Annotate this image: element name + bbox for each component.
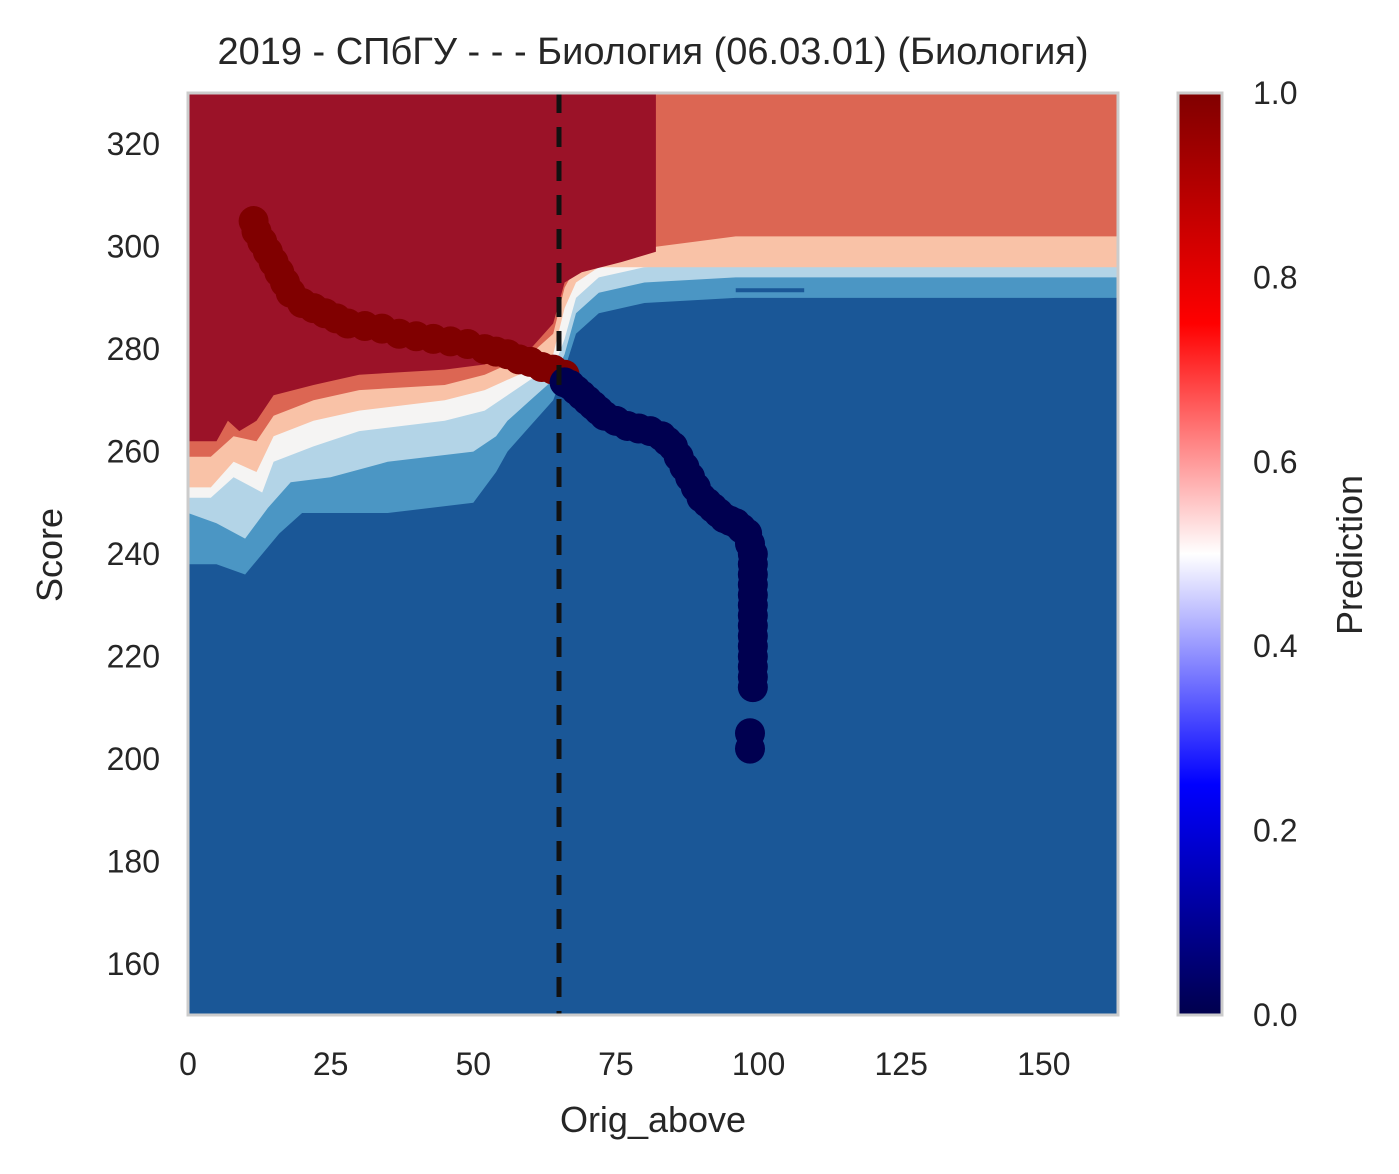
colorbar-tick-label: 0.0 bbox=[1253, 997, 1297, 1033]
y-tick-label: 180 bbox=[107, 843, 160, 879]
colorbar-label: Prediction bbox=[1329, 475, 1370, 635]
colorbar-tick-label: 0.4 bbox=[1253, 628, 1297, 664]
x-tick-label: 125 bbox=[874, 1046, 927, 1082]
y-axis-label: Score bbox=[29, 508, 70, 602]
y-tick-label: 300 bbox=[107, 229, 160, 265]
x-tick-label: 150 bbox=[1017, 1046, 1070, 1082]
y-tick-label: 280 bbox=[107, 331, 160, 367]
point-low bbox=[734, 733, 765, 764]
y-tick-label: 200 bbox=[107, 741, 160, 777]
colorbar-tick-label: 0.6 bbox=[1253, 444, 1297, 480]
point-low bbox=[737, 672, 768, 703]
x-tick-label: 100 bbox=[732, 1046, 785, 1082]
x-tick-label: 50 bbox=[455, 1046, 491, 1082]
x-tick-label: 25 bbox=[313, 1046, 349, 1082]
x-axis-ticks: 0 25 50 75 100 125 150 bbox=[179, 1046, 1070, 1082]
colorbar-tick-label: 0.2 bbox=[1253, 813, 1297, 849]
y-tick-label: 320 bbox=[107, 126, 160, 162]
colorbar-tick-label: 1.0 bbox=[1253, 75, 1297, 111]
colorbar bbox=[1176, 91, 1224, 1017]
y-axis-ticks: 160 180 200 220 240 260 280 300 320 bbox=[107, 126, 160, 982]
region-level-7 bbox=[188, 93, 656, 442]
y-tick-label: 160 bbox=[107, 946, 160, 982]
chart-title: 2019 - СПбГУ - - - Биология (06.03.01) (… bbox=[217, 31, 1088, 73]
y-tick-label: 240 bbox=[107, 536, 160, 572]
y-tick-label: 260 bbox=[107, 434, 160, 470]
x-axis-label: Orig_above bbox=[560, 1099, 746, 1140]
contour-regions bbox=[188, 93, 1118, 1015]
x-tick-label: 0 bbox=[179, 1046, 197, 1082]
colorbar-tick-label: 0.8 bbox=[1253, 259, 1297, 295]
y-tick-label: 220 bbox=[107, 638, 160, 674]
colorbar-ticks: 0.0 0.2 0.4 0.6 0.8 1.0 bbox=[1253, 75, 1297, 1033]
data-points bbox=[238, 206, 768, 764]
x-tick-label: 75 bbox=[598, 1046, 634, 1082]
plot-frame bbox=[186, 91, 1120, 1017]
